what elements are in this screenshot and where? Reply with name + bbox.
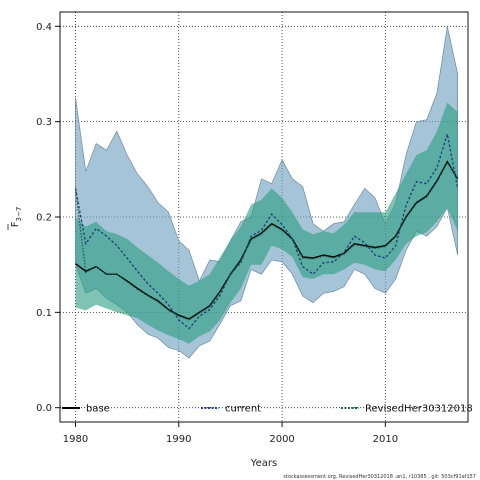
band-RevisedHer30312018 xyxy=(75,102,458,344)
series-line-current xyxy=(74,133,459,330)
legend: base current RevisedHer30312018 xyxy=(62,404,473,415)
svg-text:F3−7: F3−7 xyxy=(10,207,23,228)
x-tick-label-2: 2000 xyxy=(269,434,294,445)
confidence-bands xyxy=(75,26,458,359)
x-axis: 1980 1990 2000 2010 xyxy=(63,422,398,445)
legend-label-2: RevisedHer30312018 xyxy=(365,404,473,415)
legend-label-1: current xyxy=(225,404,261,415)
x-tick-label-0: 1980 xyxy=(63,434,88,445)
x-tick-label-3: 2010 xyxy=(373,434,398,445)
y-axis: 0.0 0.1 0.2 0.3 0.4 xyxy=(36,22,60,414)
y-tick-label-1: 0.1 xyxy=(36,308,52,319)
y-tick-label-0: 0.0 xyxy=(36,403,52,414)
series-line-base xyxy=(75,160,459,320)
series-line-RevisedHer30312018 xyxy=(74,161,459,321)
y-axis-title-sub: 3−7 xyxy=(15,207,23,222)
y-tick-label-4: 0.4 xyxy=(36,22,52,33)
series-lines xyxy=(74,133,459,330)
legend-label-0: base xyxy=(86,404,110,415)
y-axis-title: F3−7 xyxy=(7,207,23,230)
footer-note: stockassessment.org, RevisedHer30312018 … xyxy=(283,474,476,480)
x-tick-label-1: 1990 xyxy=(166,434,191,445)
y-tick-label-3: 0.3 xyxy=(36,117,52,128)
y-tick-label-2: 0.2 xyxy=(36,213,52,224)
y-axis-title-main: F xyxy=(10,221,21,227)
x-axis-title: Years xyxy=(250,458,277,469)
